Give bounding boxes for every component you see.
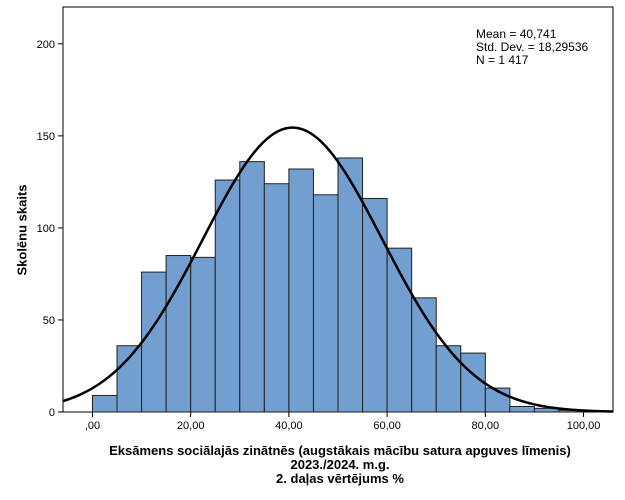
x-tick-label-0: ,00 bbox=[85, 420, 100, 432]
stats-mean: Mean = 40,741 bbox=[476, 27, 557, 41]
x-axis-title-line-2: 2023./2024. m.g. bbox=[290, 457, 390, 472]
x-axis-title-line-1: Eksāmens sociālajās zinātnēs (augstākais… bbox=[109, 443, 571, 458]
stats-box: Mean = 40,741 Std. Dev. = 18,29536 N = 1… bbox=[476, 28, 588, 67]
y-tick-label-2: 100 bbox=[37, 223, 55, 235]
histogram-bar-13 bbox=[411, 297, 437, 413]
histogram-bar-2 bbox=[141, 271, 167, 413]
histogram-bar-14 bbox=[435, 345, 462, 413]
histogram-bar-3 bbox=[165, 255, 192, 413]
x-tick-label-4: 80,00 bbox=[472, 420, 500, 432]
x-axis-title-line-3: 2. daļas vērtējums % bbox=[276, 471, 404, 486]
histogram-bar-17 bbox=[509, 405, 535, 413]
stats-std-dev: Std. Dev. = 18,29536 bbox=[476, 40, 589, 54]
histogram-bars bbox=[91, 157, 585, 413]
histogram-bar-10 bbox=[337, 157, 364, 413]
histogram-bar-11 bbox=[362, 197, 388, 413]
x-tick-label-5: 100,00 bbox=[567, 420, 601, 432]
y-axis-title: Skolēnu skaits bbox=[2, 120, 42, 340]
histogram-bar-6 bbox=[239, 161, 265, 413]
histogram-bar-8 bbox=[288, 168, 314, 413]
y-tick-label-0: 0 bbox=[49, 407, 55, 419]
x-tick-label-2: 40,00 bbox=[275, 420, 303, 432]
histogram-bar-9 bbox=[312, 194, 339, 413]
stats-n: N = 1 417 bbox=[476, 53, 529, 67]
histogram-bar-5 bbox=[214, 179, 241, 413]
y-tick-label-1: 50 bbox=[43, 315, 55, 327]
histogram-bar-7 bbox=[263, 183, 290, 413]
y-axis-title-text: Skolēnu skaits bbox=[14, 184, 30, 276]
x-tick-label-1: 20,00 bbox=[177, 420, 205, 432]
histogram-bar-0 bbox=[91, 394, 118, 413]
x-tick-label-3: 60,00 bbox=[373, 420, 401, 432]
histogram-bar-4 bbox=[190, 256, 216, 413]
histogram-bar-15 bbox=[460, 352, 486, 413]
x-axis: ,00 20,00 40,00 60,00 80,00 100,00 bbox=[85, 412, 601, 432]
y-tick-label-3: 150 bbox=[37, 131, 55, 143]
normal-curve bbox=[62, 126, 614, 413]
histogram-bar-12 bbox=[386, 247, 413, 413]
y-tick-label-4: 200 bbox=[37, 39, 55, 51]
y-axis: 0 50 100 150 200 bbox=[37, 39, 63, 419]
